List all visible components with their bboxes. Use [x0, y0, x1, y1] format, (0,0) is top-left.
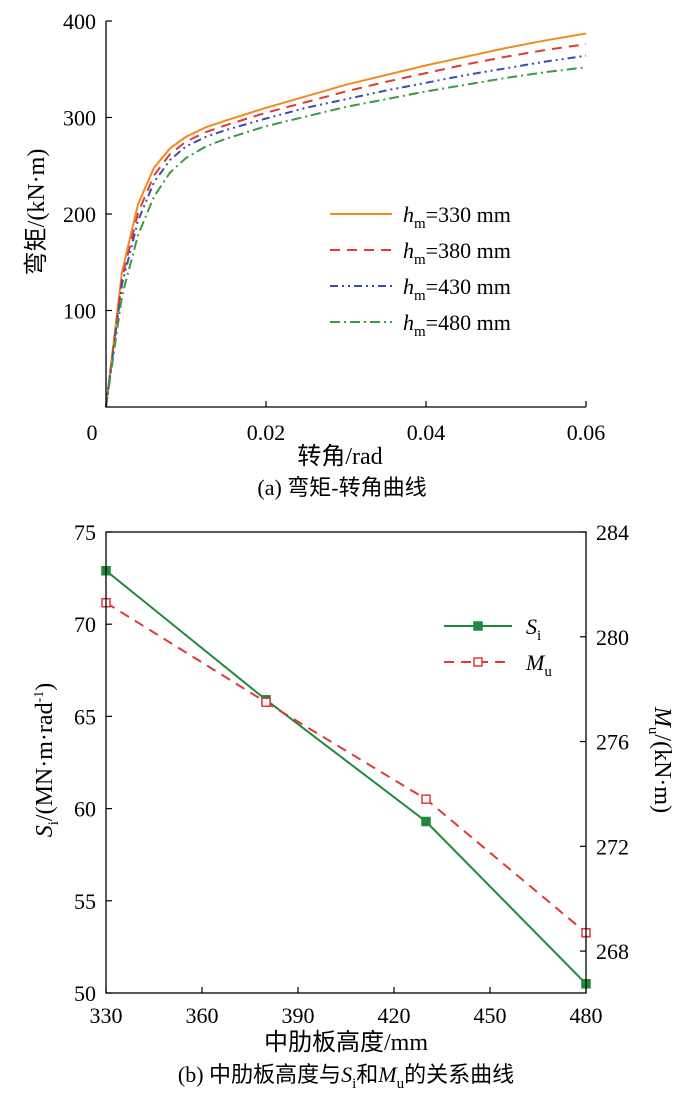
legend-item-hm330: hm=330 mm: [330, 202, 511, 232]
series-line-2: [105, 43, 587, 408]
y-axis-title-stiffness: Si/(MN·m·rad-1): [32, 683, 62, 837]
rib-height-axes: [105, 531, 587, 994]
x-axis-title-rib-height: 中肋板高度/mm: [264, 1029, 428, 1056]
svg-text:hm=480 mm: hm=480 mm: [403, 310, 511, 340]
x-tick-label: 360: [186, 1003, 219, 1028]
y-left-tick-label: 75: [74, 520, 96, 545]
y-left-tick-label: 70: [74, 612, 96, 637]
y-left-tick-label: 60: [74, 797, 96, 822]
rib-height-legend: Si Mu: [444, 614, 552, 680]
axes-frame: [105, 531, 587, 994]
legend-item-si: Si: [444, 614, 541, 644]
svg-text:Mu: Mu: [525, 650, 552, 680]
x-tick-label: 480: [570, 1003, 603, 1028]
moment-rotation-tick-labels: 0 0.02 0.04 0.06 100 200 300 400: [63, 9, 605, 445]
svg-text:Si: Si: [526, 614, 541, 644]
legend-item-mu: Mu: [444, 650, 552, 680]
y-right-tick-label: 276: [596, 730, 629, 755]
svg-text:hm=380 mm: hm=380 mm: [403, 238, 511, 268]
moment-rotation-series: [105, 32, 587, 408]
y-right-tick-label: 284: [596, 520, 629, 545]
data-point-mu: [261, 697, 271, 708]
x-tick-label: 450: [474, 1003, 507, 1028]
legend-item-hm380: hm=380 mm: [330, 238, 511, 268]
legend-marker-si: [473, 621, 483, 631]
series-line-3: [105, 54, 587, 408]
y-right-tick-label: 272: [596, 834, 629, 859]
moment-rotation-axes: [105, 20, 587, 408]
data-point-si: [421, 816, 431, 827]
x-tick-label: 0: [87, 420, 98, 445]
data-point-mu: [421, 794, 431, 804]
y-right-tick-label: 280: [596, 625, 629, 650]
moment-rotation-chart: 0 0.02 0.04 0.06 100 200 300 400 弯矩/(kN·m) 转角/r…: [23, 9, 605, 500]
moment-rotation-legend: hm=330 mm hm=380 mm hm=430 mm hm=480 mm: [330, 202, 511, 340]
x-tick-label: 390: [282, 1003, 315, 1028]
y-axis-title-ultimate-moment: Mu/(kN·m): [645, 706, 675, 813]
rib-height-tick-labels: 330 360 390 420 450 480 50 55 60 65 70 75 268 272 276 2…: [74, 520, 629, 1028]
rib-height-chart: 330 360 390 420 450 480 50 55 60 65 70 75 268 272 276 2…: [32, 520, 675, 1092]
x-tick-label: 420: [378, 1003, 411, 1028]
y-tick-label: 400: [63, 9, 96, 34]
svg-text:hm=330 mm: hm=330 mm: [403, 202, 511, 232]
x-tick-label: 0.04: [407, 420, 446, 445]
series-line-mu: [105, 601, 587, 934]
legend-marker-mu: [473, 657, 483, 667]
x-tick-label: 330: [90, 1003, 123, 1028]
x-tick-label: 0.02: [247, 420, 286, 445]
x-axis-title-rotation: 转角/rad: [297, 443, 382, 470]
y-left-tick-label: 50: [74, 981, 96, 1006]
y-left-tick-label: 55: [74, 889, 96, 914]
y-tick-label: 300: [63, 106, 96, 131]
caption-b: (b) 中肋板高度与Si和Mu的关系曲线: [178, 1062, 514, 1092]
rib-height-series: [101, 565, 591, 989]
y-axis-title-moment: 弯矩/(kN·m): [23, 149, 50, 276]
legend-item-hm480: hm=480 mm: [330, 310, 511, 340]
x-tick-label: 0.06: [567, 420, 606, 445]
y-left-tick-label: 65: [74, 704, 96, 729]
series-line-1: [105, 32, 587, 408]
caption-a: (a) 弯矩-转角曲线: [257, 475, 426, 500]
y-right-tick-label: 268: [596, 939, 629, 964]
series-line-si: [105, 569, 587, 985]
y-tick-label: 200: [63, 202, 96, 227]
svg-text:hm=430 mm: hm=430 mm: [403, 274, 511, 304]
legend-item-hm430: hm=430 mm: [330, 274, 511, 304]
series-line-4: [105, 66, 587, 408]
y-tick-label: 100: [63, 299, 96, 324]
